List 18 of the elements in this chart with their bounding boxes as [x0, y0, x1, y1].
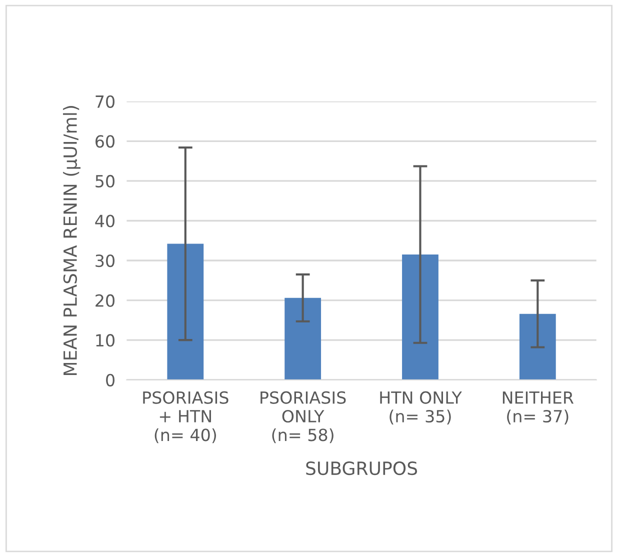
y-tick-label: 40: [95, 214, 114, 228]
x-axis-title: SUBGRUPOS: [306, 461, 418, 476]
y-tick-label: 30: [96, 254, 114, 268]
x-tick-label: PSORIASIS + HTN (n= 40): [143, 391, 228, 444]
bar: [167, 244, 204, 380]
y-tick-label: 50: [96, 174, 114, 188]
y-tick-label: 60: [96, 135, 114, 148]
bar: [284, 298, 322, 380]
bar: [402, 254, 438, 380]
x-tick-label: HTN ONLY (n= 35): [380, 391, 462, 425]
x-tick-label: PSORIASIS ONLY (n= 58): [260, 391, 346, 444]
y-tick-label: 10: [96, 334, 114, 347]
y-axis-title: MEAN PLASMA RENIN (µUI/ml): [63, 106, 80, 375]
y-tick-label: 0: [106, 374, 114, 386]
y-tick-label: 20: [96, 294, 114, 307]
y-tick-label: 70: [96, 95, 114, 108]
x-tick-label: NEITHER (n= 37): [502, 392, 574, 425]
bar: [519, 314, 556, 380]
